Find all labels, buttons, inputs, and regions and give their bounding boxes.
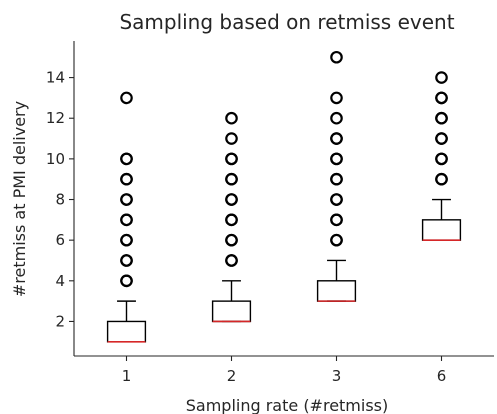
x-tick-label: 3 bbox=[332, 367, 342, 385]
x-axis-ticks: 1 2 3 6 bbox=[122, 356, 447, 385]
x-tick-label: 1 bbox=[122, 367, 132, 385]
outlier-point bbox=[120, 152, 133, 166]
outlier-point bbox=[330, 193, 343, 206]
y-tick-label: 8 bbox=[55, 191, 65, 209]
box-group-6 bbox=[421, 71, 462, 241]
box-group-2 bbox=[211, 111, 252, 323]
outlier-point bbox=[330, 50, 343, 64]
outlier-point bbox=[435, 132, 448, 145]
outlier-point bbox=[330, 172, 343, 186]
plot-area bbox=[73, 41, 494, 357]
x-tick-label: 6 bbox=[437, 367, 447, 385]
y-axis-label: #retmiss at PMI delivery bbox=[10, 101, 29, 297]
box-iqr bbox=[421, 219, 462, 241]
y-tick-label: 14 bbox=[46, 69, 65, 87]
y-tick-label: 10 bbox=[46, 150, 65, 168]
outlier-point bbox=[120, 233, 133, 247]
outlier-point bbox=[330, 152, 343, 166]
outlier-point bbox=[120, 213, 133, 227]
outlier-point bbox=[120, 274, 133, 288]
y-tick-label: 4 bbox=[55, 272, 65, 290]
y-tick-label: 6 bbox=[55, 231, 65, 249]
outlier-point bbox=[225, 111, 238, 125]
outlier-point bbox=[120, 172, 133, 186]
outlier-point bbox=[435, 172, 448, 186]
outlier-point bbox=[330, 132, 343, 145]
outlier-point bbox=[435, 152, 448, 166]
box-group-1 bbox=[106, 91, 147, 343]
box-iqr bbox=[106, 320, 147, 343]
box-series bbox=[106, 50, 462, 343]
box-iqr bbox=[211, 300, 252, 323]
outlier-point bbox=[120, 193, 133, 206]
box-group-3 bbox=[316, 50, 357, 302]
y-axis-ticks: 2 4 6 8 10 12 14 bbox=[46, 69, 74, 330]
outlier-point bbox=[435, 91, 448, 105]
outlier-point bbox=[225, 233, 238, 247]
outlier-point bbox=[225, 172, 238, 186]
outlier-point bbox=[330, 233, 343, 247]
outlier-point bbox=[120, 91, 133, 105]
x-axis-label: Sampling rate (#retmiss) bbox=[186, 396, 389, 414]
outlier-point bbox=[225, 213, 238, 227]
outlier-point bbox=[225, 193, 238, 206]
outlier-point bbox=[330, 213, 343, 227]
outlier-point bbox=[435, 71, 448, 84]
outlier-point bbox=[120, 254, 133, 267]
outlier-point bbox=[330, 91, 343, 105]
chart-title: Sampling based on retmiss event bbox=[119, 10, 454, 34]
y-tick-label: 12 bbox=[46, 109, 65, 127]
box-iqr bbox=[316, 280, 357, 302]
y-tick-label: 2 bbox=[55, 312, 65, 330]
outlier-point bbox=[225, 132, 238, 145]
x-tick-label: 2 bbox=[227, 367, 237, 385]
outlier-point bbox=[225, 152, 238, 166]
outlier-point bbox=[225, 254, 238, 267]
outlier-point bbox=[435, 111, 448, 125]
outlier-point bbox=[330, 111, 343, 125]
